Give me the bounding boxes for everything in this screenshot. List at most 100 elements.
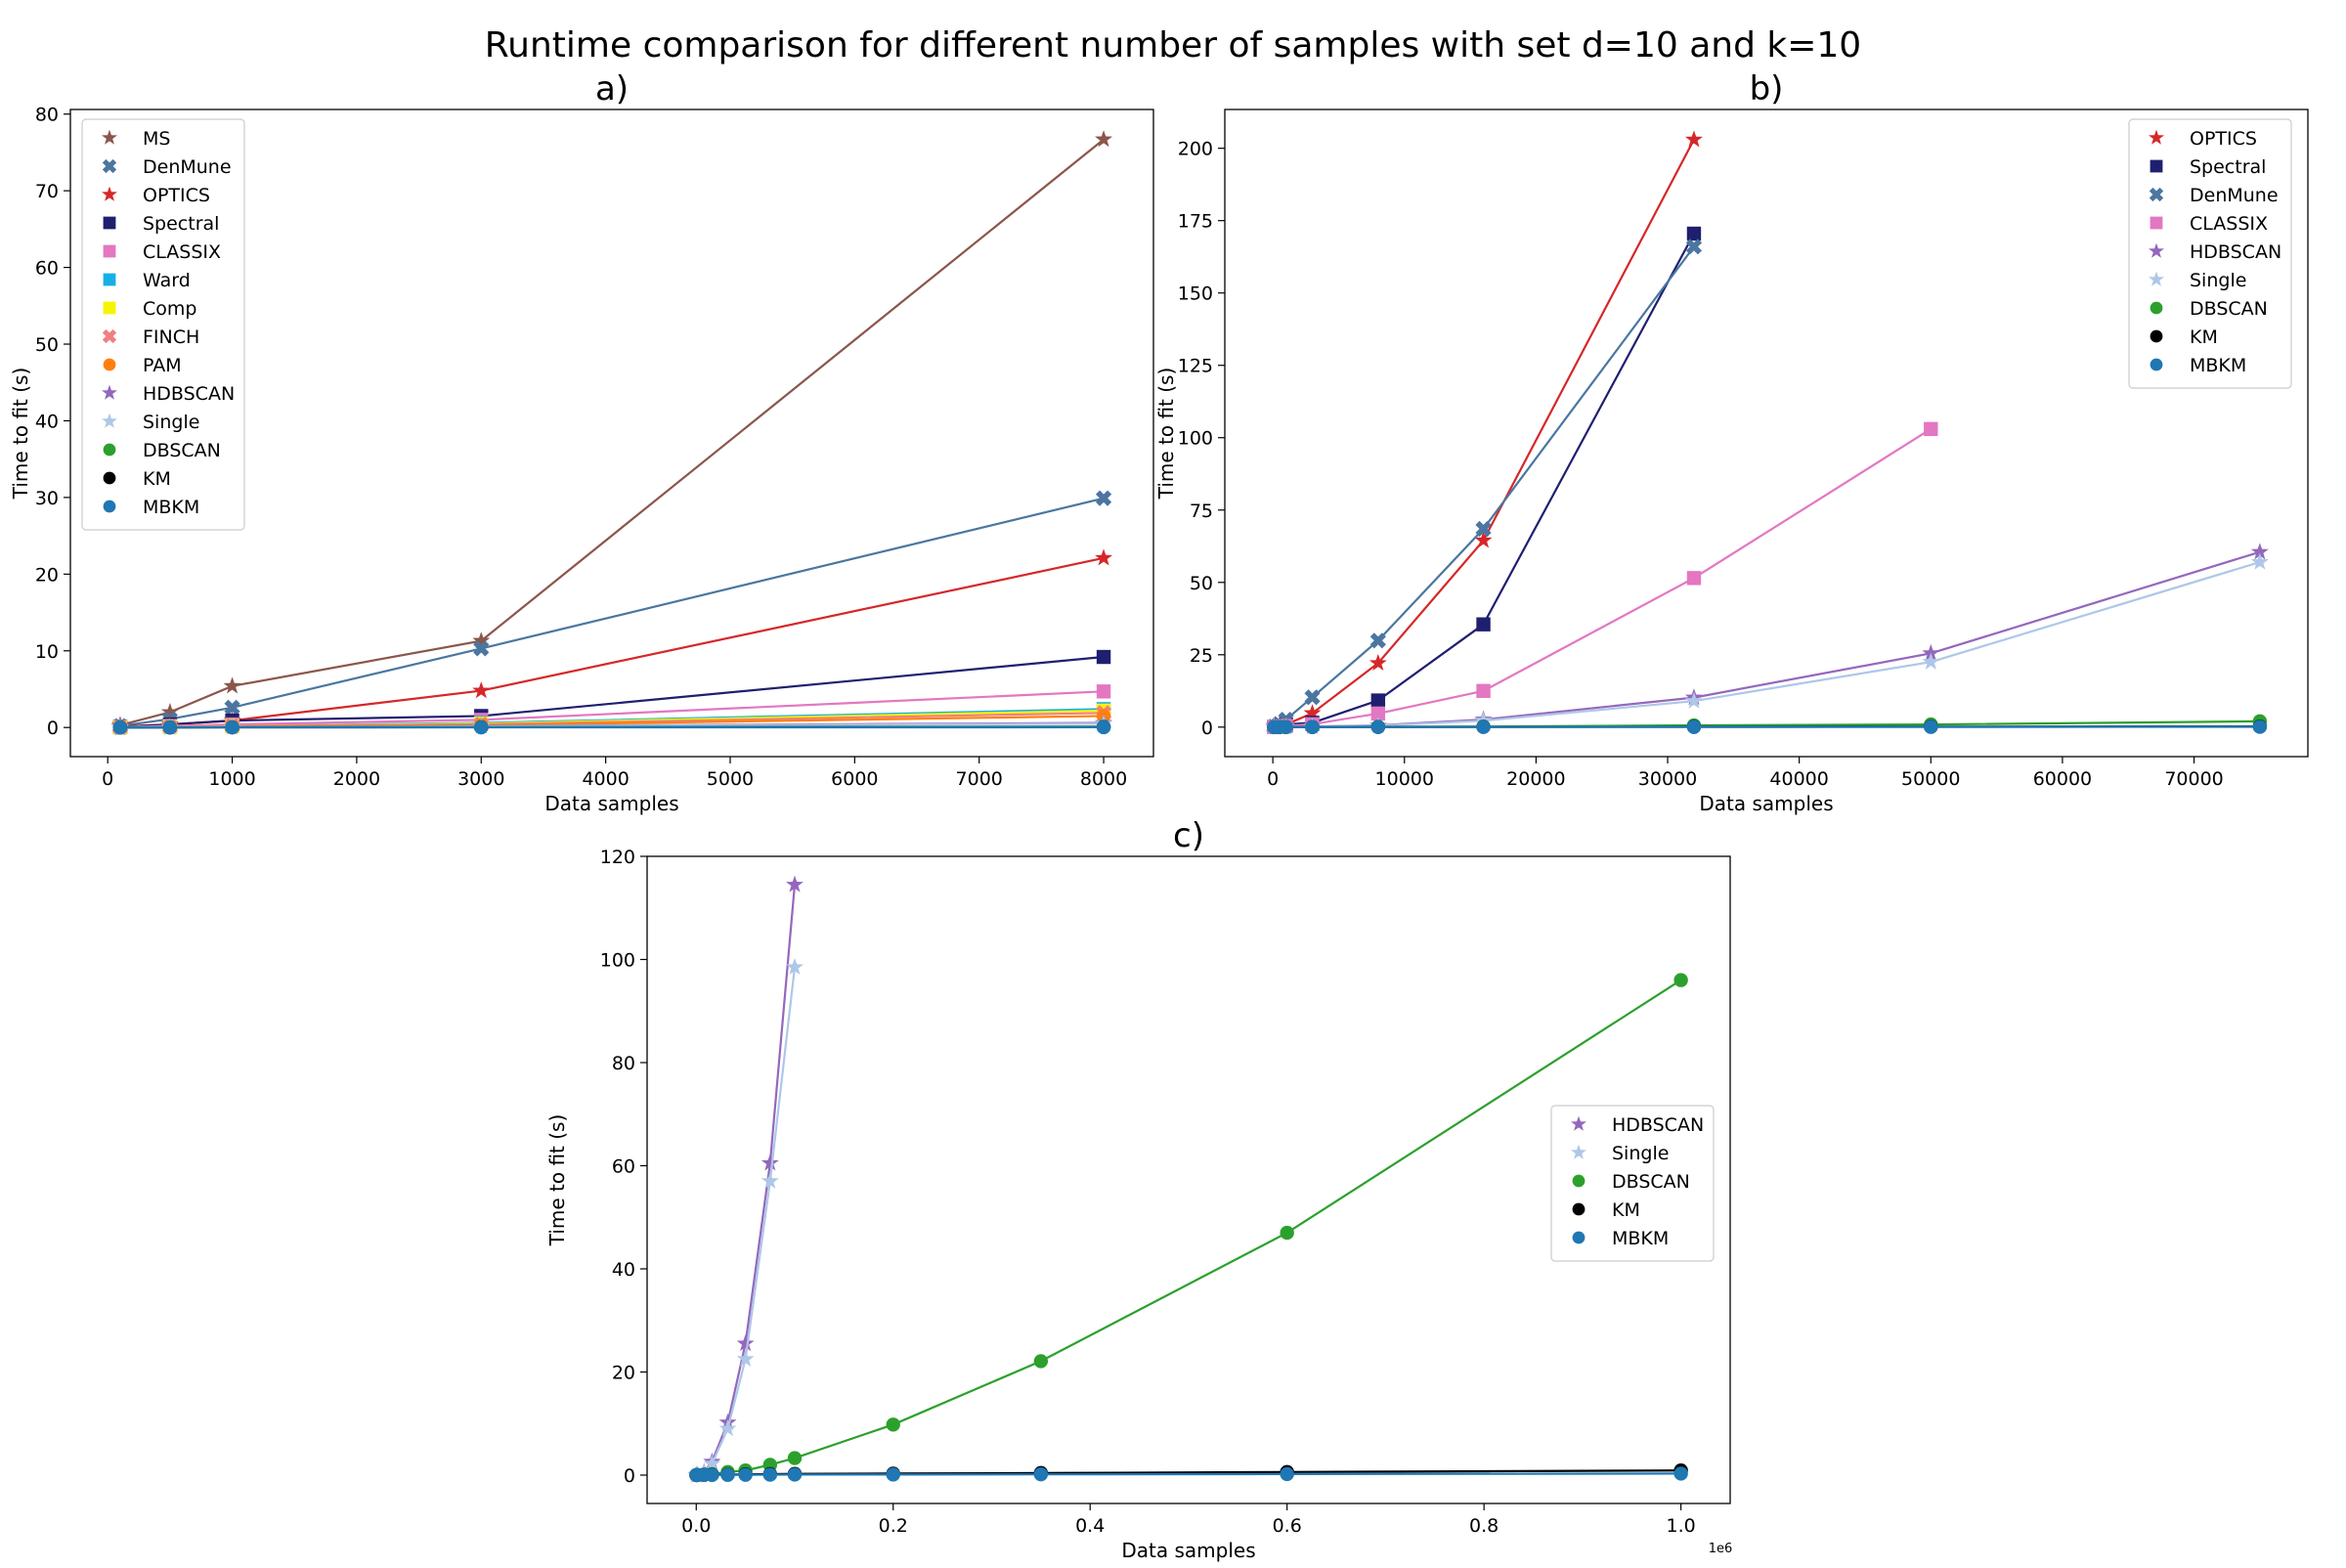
y-tick-label: 30 [35, 488, 59, 509]
x-tick-label: 3000 [457, 768, 504, 790]
data-point-spectral [1371, 693, 1385, 707]
data-point-denmune [1370, 632, 1386, 648]
legend-label: OPTICS [143, 185, 210, 206]
plot-area [111, 130, 1112, 735]
data-point-mbkm [1280, 1467, 1293, 1481]
data-point-mbkm [1305, 720, 1319, 734]
series-line-mbkm [696, 1473, 1680, 1475]
legend-marker-mbkm [1573, 1232, 1586, 1244]
data-point-mbkm [225, 720, 239, 734]
data-point-dbscan [1673, 973, 1687, 986]
legend-label: KM [143, 468, 171, 490]
y-tick-label: 40 [612, 1259, 635, 1281]
x-tick-label: 0 [102, 768, 113, 790]
series-optics [1266, 130, 1703, 734]
x-axis-label: Data samples [1121, 1539, 1255, 1562]
legend-marker-comp [104, 302, 116, 315]
series-line-dbscan [696, 980, 1680, 1475]
legend-label: DenMune [2190, 185, 2279, 206]
panel-title: b) [1750, 69, 1784, 109]
data-point-mbkm [163, 720, 177, 734]
x-tick-label: 10000 [1375, 768, 1434, 790]
legend-label: MS [143, 128, 170, 150]
x-tick-label: 4000 [582, 768, 629, 790]
legend-label: CLASSIX [143, 241, 221, 263]
series-spectral [1267, 227, 1701, 734]
y-tick-label: 150 [1178, 283, 1213, 305]
series-line-single [1274, 562, 2259, 727]
series-denmune [1266, 239, 1702, 734]
legend-marker-classix [104, 245, 116, 258]
series-line-hdbscan [1274, 552, 2259, 727]
data-point-dbscan [788, 1451, 802, 1464]
x-tick-label: 0.0 [681, 1515, 711, 1537]
legend-marker-mbkm [104, 501, 116, 513]
x-axis-offset-label: 1e6 [1709, 1542, 1733, 1556]
data-point-classix [1097, 684, 1110, 698]
data-point-classix [1476, 684, 1490, 698]
panel-title: c) [1173, 816, 1204, 855]
series-line-optics [1274, 140, 1693, 727]
x-tick-label: 70000 [2164, 768, 2223, 790]
y-tick-label: 175 [1178, 211, 1213, 233]
series-line-classix [1274, 429, 1931, 727]
legend-marker-dbscan [1573, 1175, 1586, 1188]
y-axis-label: Time to fit (s) [9, 368, 32, 501]
x-tick-label: 8000 [1080, 768, 1127, 790]
series-optics [111, 548, 1112, 734]
data-point-dbscan [1034, 1354, 1048, 1368]
data-point-spectral [1476, 617, 1490, 631]
series-classix [1267, 422, 1937, 734]
legend-label: Spectral [143, 213, 219, 235]
legend-marker-spectral [104, 217, 116, 230]
data-point-denmune [1686, 239, 1702, 254]
series-hdbscan [687, 876, 804, 1483]
legend-label: Spectral [2190, 156, 2266, 178]
y-tick-label: 40 [35, 411, 59, 432]
legend-label: Single [1612, 1143, 1669, 1164]
data-point-mbkm [2253, 719, 2267, 733]
legend-label: CLASSIX [2190, 213, 2268, 235]
legend-marker-dbscan [104, 444, 116, 457]
legend-label: Single [143, 412, 199, 433]
data-point-mbkm [1279, 720, 1292, 734]
x-tick-label: 0.6 [1273, 1515, 1302, 1537]
data-point-dbscan [1280, 1226, 1293, 1240]
y-tick-label: 0 [624, 1465, 635, 1487]
data-point-mbkm [1097, 720, 1110, 734]
y-tick-label: 125 [1178, 356, 1213, 377]
data-point-dbscan [887, 1417, 900, 1431]
data-point-mbkm [1476, 719, 1490, 733]
legend-marker-classix [2150, 217, 2163, 230]
data-point-classix [1687, 571, 1701, 585]
y-tick-label: 200 [1178, 139, 1213, 160]
data-point-mbkm [474, 720, 488, 734]
legend-label: FINCH [143, 327, 199, 348]
data-point-hdbscan [737, 1334, 755, 1351]
legend-label: DBSCAN [1612, 1171, 1690, 1193]
data-point-mbkm [1034, 1467, 1048, 1481]
legend-marker-mbkm [2150, 359, 2163, 371]
x-tick-label: 2000 [333, 768, 380, 790]
series-line-optics [120, 558, 1104, 727]
data-point-mbkm [1687, 719, 1701, 733]
data-point-mbkm [1371, 720, 1385, 734]
legend-label: MBKM [1612, 1228, 1669, 1249]
data-point-spectral [1687, 227, 1701, 240]
data-point-denmune [1096, 491, 1111, 506]
y-tick-label: 10 [35, 641, 59, 663]
x-tick-label: 0 [1267, 768, 1279, 790]
legend-marker-km [104, 472, 116, 485]
data-point-mbkm [738, 1467, 752, 1481]
legend-label: Ward [143, 270, 191, 291]
legend-marker-dbscan [2150, 302, 2163, 315]
data-point-mbkm [788, 1467, 802, 1481]
legend-label: OPTICS [2190, 128, 2257, 150]
series-ms [111, 130, 1112, 732]
legend-marker-km [2150, 330, 2163, 343]
y-tick-label: 50 [1190, 573, 1213, 594]
data-point-optics [1095, 548, 1112, 565]
